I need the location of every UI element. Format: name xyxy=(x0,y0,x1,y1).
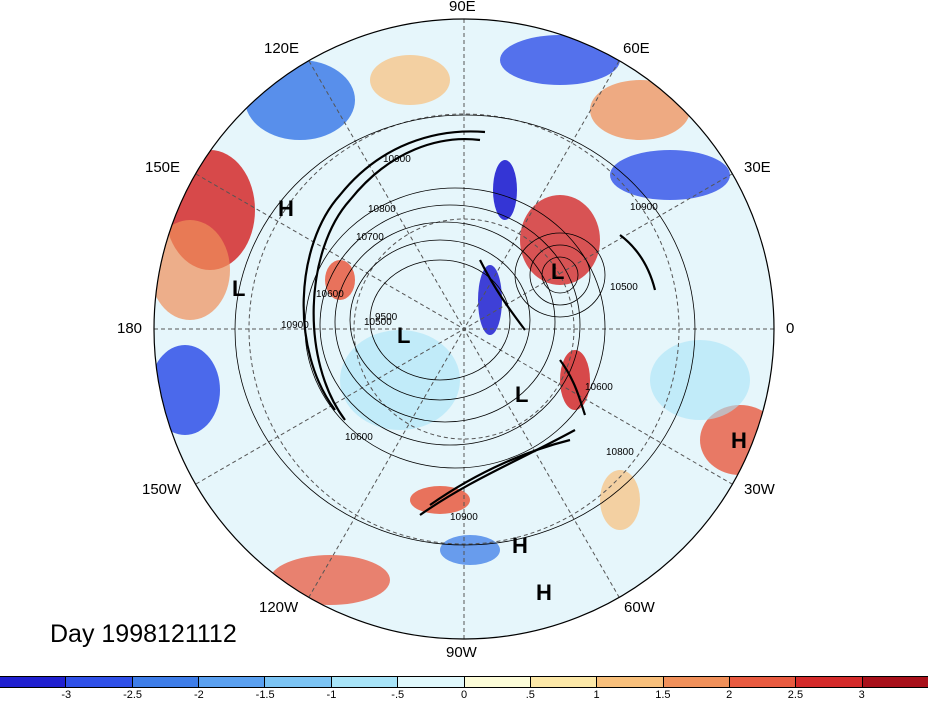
high-pressure-label: H xyxy=(731,428,747,453)
colorbar-swatch xyxy=(861,677,928,687)
contour-label: 10600 xyxy=(585,382,613,393)
high-pressure-label: H xyxy=(512,533,528,558)
lon-label-90w: 90W xyxy=(446,644,477,661)
colorbar-swatch xyxy=(728,677,796,687)
colorbar-tick-label: 1 xyxy=(593,689,600,701)
colorbar-swatch xyxy=(662,677,729,687)
colorbar xyxy=(0,676,928,688)
colorbar-swatch xyxy=(596,677,663,687)
colorbar-swatch xyxy=(397,677,464,687)
colorbar-swatch xyxy=(795,677,862,687)
map-boundary xyxy=(153,18,775,640)
contour-label: 10800 xyxy=(368,204,396,215)
colorbar-swatch xyxy=(463,677,530,687)
colorbar-tick-label: -2.5 xyxy=(123,689,143,701)
lon-label-150w: 150W xyxy=(142,481,182,498)
date-label: Day 1998121112 xyxy=(50,620,237,648)
contour-label: 10500 xyxy=(364,317,392,328)
contour-label: 10600 xyxy=(316,289,344,300)
contour-label: 10900 xyxy=(450,512,478,523)
colorbar-swatch xyxy=(198,677,265,687)
colorbar-tick-label: 0 xyxy=(460,689,468,701)
colorbar-tick-label: .5 xyxy=(525,689,535,701)
colorbar-tick-label: 3 xyxy=(858,689,865,701)
lon-label-150e: 150E xyxy=(145,159,181,176)
lon-label-60w: 60W xyxy=(624,599,655,616)
colorbar-tick-label: -2 xyxy=(193,689,204,701)
low-pressure-label: L xyxy=(232,276,246,301)
lon-label-120w: 120W xyxy=(259,599,299,616)
colorbar-tick-label: 1.5 xyxy=(655,689,671,701)
contour-label: 10700 xyxy=(356,232,384,243)
colorbar-swatch xyxy=(65,677,132,687)
colorbar-tick-label: 2.5 xyxy=(787,689,804,701)
high-pressure-label: H xyxy=(536,580,552,605)
colorbar-swatch xyxy=(131,677,199,687)
low-pressure-label: L xyxy=(397,323,411,348)
contour-label: 10900 xyxy=(383,154,411,165)
colorbar-swatch xyxy=(529,677,597,687)
colorbar-tick-label: -3 xyxy=(61,689,72,701)
colorbar-tick-label: -1.5 xyxy=(255,689,275,701)
colorbar-tick-label: 2 xyxy=(726,689,733,701)
low-pressure-label: L xyxy=(515,382,529,407)
graticule xyxy=(154,19,774,639)
colorbar-swatch xyxy=(0,677,66,687)
colorbar-swatch xyxy=(330,677,398,687)
contour-label: 10600 xyxy=(345,432,373,443)
contour-label: 10500 xyxy=(610,282,638,293)
lon-label-30w: 30W xyxy=(744,481,775,498)
lon-label-30e: 30E xyxy=(744,159,771,176)
lon-label-0: 0 xyxy=(786,320,795,337)
colorbar-tick-label: -.5 xyxy=(391,689,405,701)
colorbar-tick-label: -1 xyxy=(326,689,337,701)
low-pressure-label: L xyxy=(551,259,565,284)
lon-label-90e: 90E xyxy=(449,0,476,15)
high-pressure-label: H xyxy=(278,196,294,221)
contour-label: 10800 xyxy=(606,447,634,458)
contour-label: 9500 xyxy=(375,312,398,323)
contour-label: 10900 xyxy=(630,202,658,213)
lon-label-120e: 120E xyxy=(264,40,300,57)
contour-labels: 10900 10800 10700 10600 10500 9500 10900… xyxy=(281,154,658,523)
jet-isotachs xyxy=(302,130,657,516)
colorbar-swatch xyxy=(264,677,331,687)
polar-map: 10900 10800 10700 10600 10500 9500 10900… xyxy=(153,18,775,640)
lon-label-180: 180 xyxy=(117,320,143,337)
lon-label-60e: 60E xyxy=(623,40,650,57)
height-contours xyxy=(234,114,696,546)
contour-label: 10900 xyxy=(281,320,309,331)
